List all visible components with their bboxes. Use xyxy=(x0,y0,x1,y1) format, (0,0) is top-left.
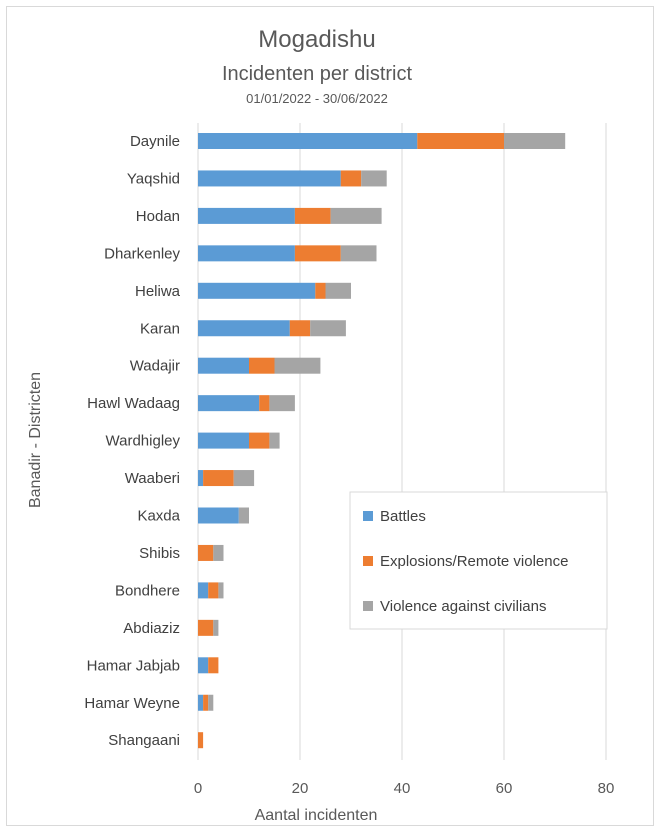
bar-segment-2 xyxy=(294,245,341,262)
bar-segment-1 xyxy=(198,657,209,674)
x-axis-label: Aantal incidenten xyxy=(255,807,378,824)
bar-segment-3 xyxy=(504,133,566,149)
category-label: Kaxda xyxy=(137,508,180,525)
bar-segment-2 xyxy=(289,320,311,337)
category-label: Hamar Weyne xyxy=(84,695,180,712)
bar-segment-1 xyxy=(198,357,249,374)
bar-segment-3 xyxy=(218,582,224,599)
x-tick-label: 20 xyxy=(292,780,309,797)
gridlines xyxy=(197,123,607,760)
bar-segment-3 xyxy=(213,619,219,636)
chart-title: Mogadishu xyxy=(258,26,375,53)
category-label: Daynile xyxy=(130,133,180,150)
category-label: Shangaani xyxy=(108,732,180,749)
bar-segment-1 xyxy=(198,245,295,262)
bar-segment-2 xyxy=(417,133,504,149)
bar-segment-3 xyxy=(208,694,214,711)
bar-segment-3 xyxy=(213,544,224,561)
legend-swatch xyxy=(363,601,373,611)
category-label: Heliwa xyxy=(135,283,181,300)
legend-label: Violence against civilians xyxy=(380,598,547,615)
bar-segment-3 xyxy=(325,282,351,299)
category-label: Wardhigley xyxy=(106,433,181,450)
legend: Battles Explosions/Remote violence Violenc… xyxy=(349,491,608,630)
category-label: Waaberi xyxy=(125,470,180,487)
bar-segment-1 xyxy=(198,470,204,487)
bar-segment-1 xyxy=(198,507,239,524)
x-tick-labels: 0 20 40 60 80 xyxy=(194,780,615,797)
bar-segment-2 xyxy=(294,207,331,224)
bar-segment-2 xyxy=(203,470,234,487)
bar-segment-3 xyxy=(238,507,249,524)
bar-segment-3 xyxy=(340,245,377,262)
bar-segment-2 xyxy=(208,582,219,599)
chart-date-range: 01/01/2022 - 30/06/2022 xyxy=(246,91,388,106)
bar-segment-3 xyxy=(361,170,387,187)
bar-segment-2 xyxy=(249,432,270,449)
category-label: Bondhere xyxy=(115,582,180,599)
bar-segment-2 xyxy=(340,170,362,187)
bar-segment-2 xyxy=(259,395,270,412)
bar-segment-3 xyxy=(274,357,321,374)
bar-segment-3 xyxy=(269,432,280,449)
bar-segment-1 xyxy=(198,694,204,711)
bar-segment-2 xyxy=(198,619,214,636)
bars-group xyxy=(198,133,566,749)
category-label: Hamar Jabjab xyxy=(87,657,180,674)
category-label: Shibis xyxy=(139,545,180,562)
y-axis-label: Banadir - Districten xyxy=(27,372,44,508)
bar-segment-1 xyxy=(198,320,290,337)
category-label: Yaqshid xyxy=(127,170,180,187)
category-label: Wadajir xyxy=(130,358,180,375)
x-tick-label: 60 xyxy=(496,780,513,797)
bar-segment-2 xyxy=(198,544,214,561)
x-tick-label: 40 xyxy=(394,780,411,797)
bar-segment-2 xyxy=(198,732,204,749)
x-tick-label: 0 xyxy=(194,780,202,797)
category-label: Dharkenley xyxy=(104,245,180,262)
bar-segment-1 xyxy=(198,133,418,149)
category-labels: Daynile Yaqshid Hodan Dharkenley Heliwa Karan… xyxy=(84,133,180,749)
x-tick-label: 80 xyxy=(598,780,615,797)
category-label: Hodan xyxy=(136,208,180,225)
bar-segment-1 xyxy=(198,282,316,299)
bar-segment-2 xyxy=(203,694,209,711)
category-label: Karan xyxy=(140,320,180,337)
bar-segment-3 xyxy=(310,320,346,337)
bar-segment-1 xyxy=(198,207,295,224)
bar-segment-1 xyxy=(198,395,260,412)
legend-label: Battles xyxy=(380,508,426,525)
bar-segment-1 xyxy=(198,582,209,599)
bar-segment-1 xyxy=(198,432,249,449)
legend-label: Explosions/Remote violence xyxy=(380,553,568,570)
bar-segment-1 xyxy=(198,170,341,187)
category-label: Abdiaziz xyxy=(123,620,180,637)
bar-segment-3 xyxy=(269,395,295,412)
chart-subtitle: Incidenten per district xyxy=(222,63,413,85)
legend-box xyxy=(349,491,608,630)
legend-swatch xyxy=(363,511,373,521)
bar-segment-2 xyxy=(315,282,326,299)
legend-swatch xyxy=(363,556,373,566)
bar-segment-2 xyxy=(249,357,275,374)
bar-segment-2 xyxy=(208,657,219,674)
bar-segment-3 xyxy=(233,470,255,487)
bar-segment-3 xyxy=(330,207,382,224)
category-label: Hawl Wadaag xyxy=(87,395,180,412)
